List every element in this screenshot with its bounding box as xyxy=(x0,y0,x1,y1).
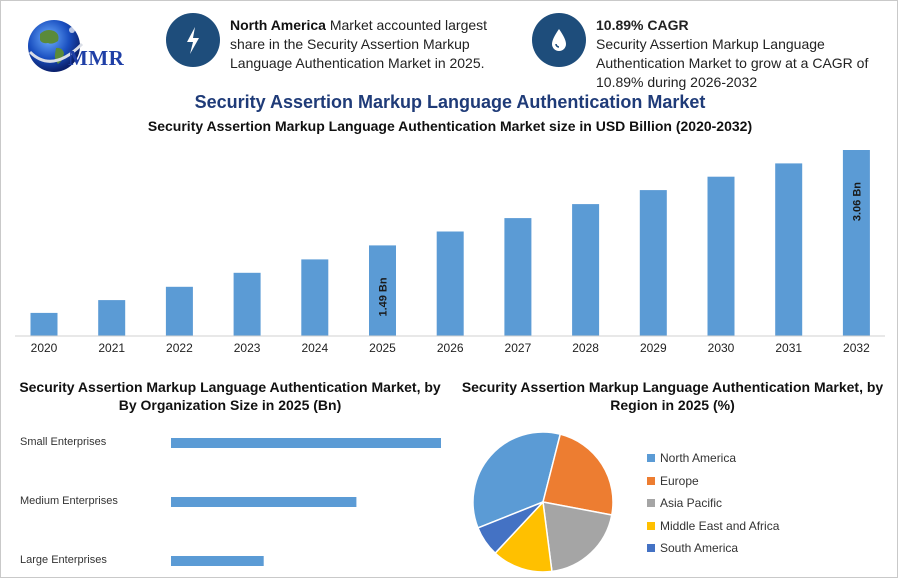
bolt-icon xyxy=(187,27,199,54)
info-cagr-badge xyxy=(532,13,586,67)
x-tick-2028: 2028 xyxy=(572,341,599,355)
bar-2025 xyxy=(369,245,396,336)
org-label-large-enterprises: Large Enterprises xyxy=(20,554,107,566)
org-label-medium-enterprises: Medium Enterprises xyxy=(20,495,118,507)
bar-2027 xyxy=(504,218,532,336)
legend-label-middle-east-and-africa: Middle East and Africa xyxy=(660,518,780,533)
bar-2021 xyxy=(98,300,126,336)
globe-icon xyxy=(28,20,84,72)
org-size-title-line1: Security Assertion Markup Language Authe… xyxy=(19,379,441,395)
x-tick-2023: 2023 xyxy=(234,341,261,355)
x-tick-2027: 2027 xyxy=(505,341,532,355)
legend-swatch-middle-east-and-africa xyxy=(647,521,655,530)
pie-slice-europe xyxy=(542,433,614,516)
legend-swatch-south-america xyxy=(647,544,655,552)
region-title-line2: Region in 2025 (%) xyxy=(610,397,735,413)
data-label-2032: 3.06 Bn xyxy=(851,182,863,221)
region-panel-title: Security Assertion Markup Language Authe… xyxy=(455,378,890,414)
x-tick-2032: 2032 xyxy=(843,341,870,355)
org-bar-large-enterprises xyxy=(171,556,264,566)
x-tick-2031: 2031 xyxy=(775,341,802,355)
bar-2028 xyxy=(572,204,600,336)
info-north-america-bold: North America xyxy=(230,17,326,33)
org-bar-small-enterprises xyxy=(171,438,441,448)
org-size-panel-title: Security Assertion Markup Language Authe… xyxy=(10,378,450,414)
org-bar-medium-enterprises xyxy=(171,497,357,507)
info-cagr-text: Security Assertion Markup Language Authe… xyxy=(596,36,869,90)
legend-swatch-north-america xyxy=(647,454,655,462)
bar-2024 xyxy=(301,259,329,336)
region-title-line1: Security Assertion Markup Language Authe… xyxy=(461,379,884,395)
bar-2030 xyxy=(707,176,735,336)
info-north-america-text: Market accounted largest share in the Se… xyxy=(230,17,488,71)
x-tick-2030: 2030 xyxy=(708,341,735,355)
page-title: Security Assertion Markup Language Authe… xyxy=(194,92,706,112)
pie-slice-north-america xyxy=(472,431,562,529)
pie-slice-south-america xyxy=(476,501,544,555)
bar-2031 xyxy=(775,163,803,336)
x-tick-2024: 2024 xyxy=(301,341,328,355)
logo-text: MMR xyxy=(68,46,125,70)
data-label-2025: 1.49 Bn xyxy=(378,277,390,316)
x-tick-2022: 2022 xyxy=(166,341,193,355)
legend-label-south-america: South America xyxy=(660,541,739,555)
bar-2029 xyxy=(639,190,667,336)
x-tick-2029: 2029 xyxy=(640,341,667,355)
bar-2020 xyxy=(30,312,58,336)
bar-2026 xyxy=(436,231,464,336)
x-tick-2020: 2020 xyxy=(31,341,58,355)
bar-2023 xyxy=(233,272,261,336)
pie-slice-asia-pacific xyxy=(542,501,613,573)
chart-subtitle: Security Assertion Markup Language Authe… xyxy=(147,118,753,134)
org-size-title-line2: By Organization Size in 2025 (Bn) xyxy=(118,397,342,413)
info-north-america: North America Market accounted largest s… xyxy=(230,16,510,73)
bar-2022 xyxy=(165,286,193,336)
region-pie-chart xyxy=(472,431,614,573)
info-cagr-bold: 10.89% CAGR xyxy=(596,17,689,33)
org-size-bar-chart xyxy=(171,438,441,566)
x-tick-2026: 2026 xyxy=(437,341,464,355)
legend-swatch-asia-pacific xyxy=(647,499,655,507)
brand-logo: MMR xyxy=(22,14,142,76)
pie-slice-middle-east-and-africa xyxy=(494,500,553,573)
market-size-bar-chart: 2020 2021 2022 2023 2024 2025 1.49 Bn 2026 2027 2… xyxy=(15,150,885,355)
info-cagr: 10.89% CAGR Security Assertion Markup La… xyxy=(596,16,881,92)
drop-icon xyxy=(552,29,566,51)
info-bolt-badge xyxy=(166,13,220,67)
org-label-small-enterprises: Small Enterprises xyxy=(20,436,107,448)
x-tick-2025: 2025 xyxy=(369,341,396,355)
legend-label-north-america: North America xyxy=(660,451,737,465)
bar-2032 xyxy=(842,150,870,336)
legend-label-europe: Europe xyxy=(660,473,699,488)
x-tick-2021: 2021 xyxy=(98,341,125,355)
legend-swatch-europe xyxy=(647,476,655,485)
legend-label-asia-pacific: Asia Pacific xyxy=(660,496,723,510)
